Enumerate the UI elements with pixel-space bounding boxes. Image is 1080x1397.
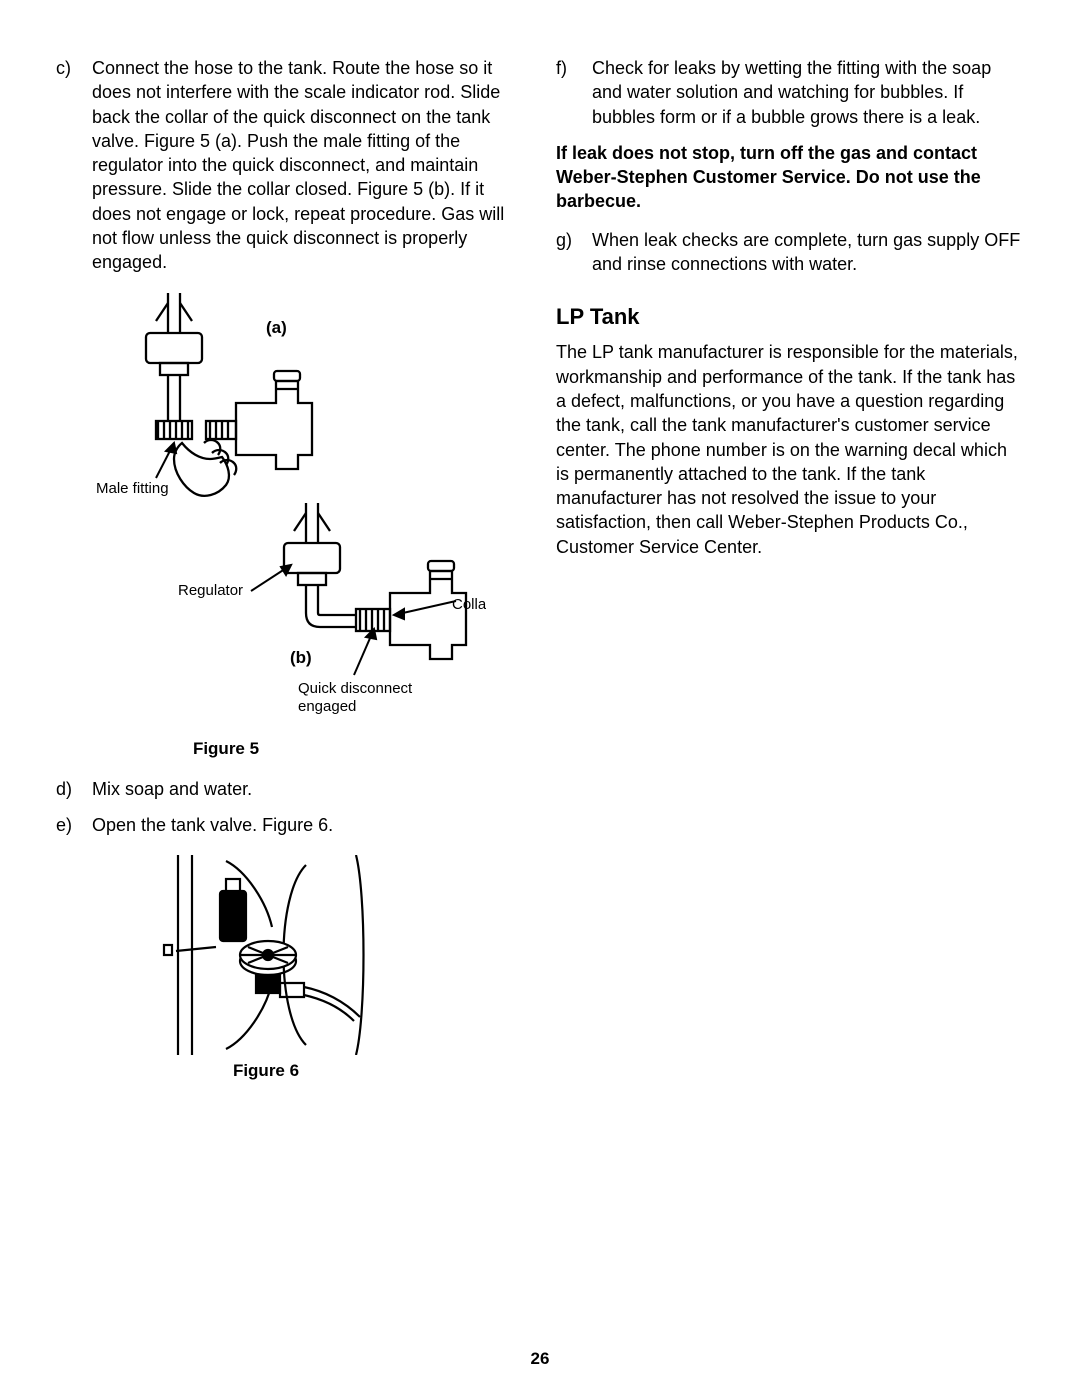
figure5-qd-label-1: Quick disconnect xyxy=(298,680,413,697)
left-column: c) Connect the hose to the tank. Route t… xyxy=(56,56,524,1099)
list-text: Open the tank valve. Figure 6. xyxy=(92,813,524,837)
list-text: When leak checks are complete, turn gas … xyxy=(592,228,1024,277)
figure-6-caption: Figure 6 xyxy=(156,1061,376,1081)
list-marker: c) xyxy=(56,56,92,275)
list-item: e) Open the tank valve. Figure 6. xyxy=(56,813,524,837)
list-item: g) When leak checks are complete, turn g… xyxy=(556,228,1024,277)
figure-6: Figure 6 xyxy=(156,855,524,1081)
figure5-regulator-label: Regulator xyxy=(178,582,243,599)
warning-text: If leak does not stop, turn off the gas … xyxy=(556,141,1024,214)
two-column-layout: c) Connect the hose to the tank. Route t… xyxy=(56,56,1024,1099)
list-text: Check for leaks by wetting the fitting w… xyxy=(592,56,1024,129)
figure5-collar-label: Collar xyxy=(452,596,486,613)
figure5-b-label: (b) xyxy=(290,648,312,667)
list-item: f) Check for leaks by wetting the fittin… xyxy=(556,56,1024,129)
list-marker: d) xyxy=(56,777,92,801)
page-number: 26 xyxy=(0,1349,1080,1369)
list-item: c) Connect the hose to the tank. Route t… xyxy=(56,56,524,275)
figure-6-svg xyxy=(156,855,376,1055)
figure-5-caption: Figure 5 xyxy=(86,739,366,759)
figure-5-svg: Male fitting (a) xyxy=(86,293,486,733)
list-marker: g) xyxy=(556,228,592,277)
list-marker: f) xyxy=(556,56,592,129)
lp-tank-paragraph: The LP tank manufacturer is responsible … xyxy=(556,340,1024,559)
list-text: Mix soap and water. xyxy=(92,777,524,801)
list-text: Connect the hose to the tank. Route the … xyxy=(92,56,524,275)
list-marker: e) xyxy=(56,813,92,837)
figure5-male-fitting-label: Male fitting xyxy=(96,480,169,497)
right-column: f) Check for leaks by wetting the fittin… xyxy=(556,56,1024,1099)
figure5-a-label: (a) xyxy=(266,318,287,337)
figure-5: Male fitting (a) xyxy=(86,293,524,759)
figure5-qd-label-2: engaged xyxy=(298,698,356,715)
page: c) Connect the hose to the tank. Route t… xyxy=(0,0,1080,1397)
list-item: d) Mix soap and water. xyxy=(56,777,524,801)
lp-tank-heading: LP Tank xyxy=(556,304,1024,330)
